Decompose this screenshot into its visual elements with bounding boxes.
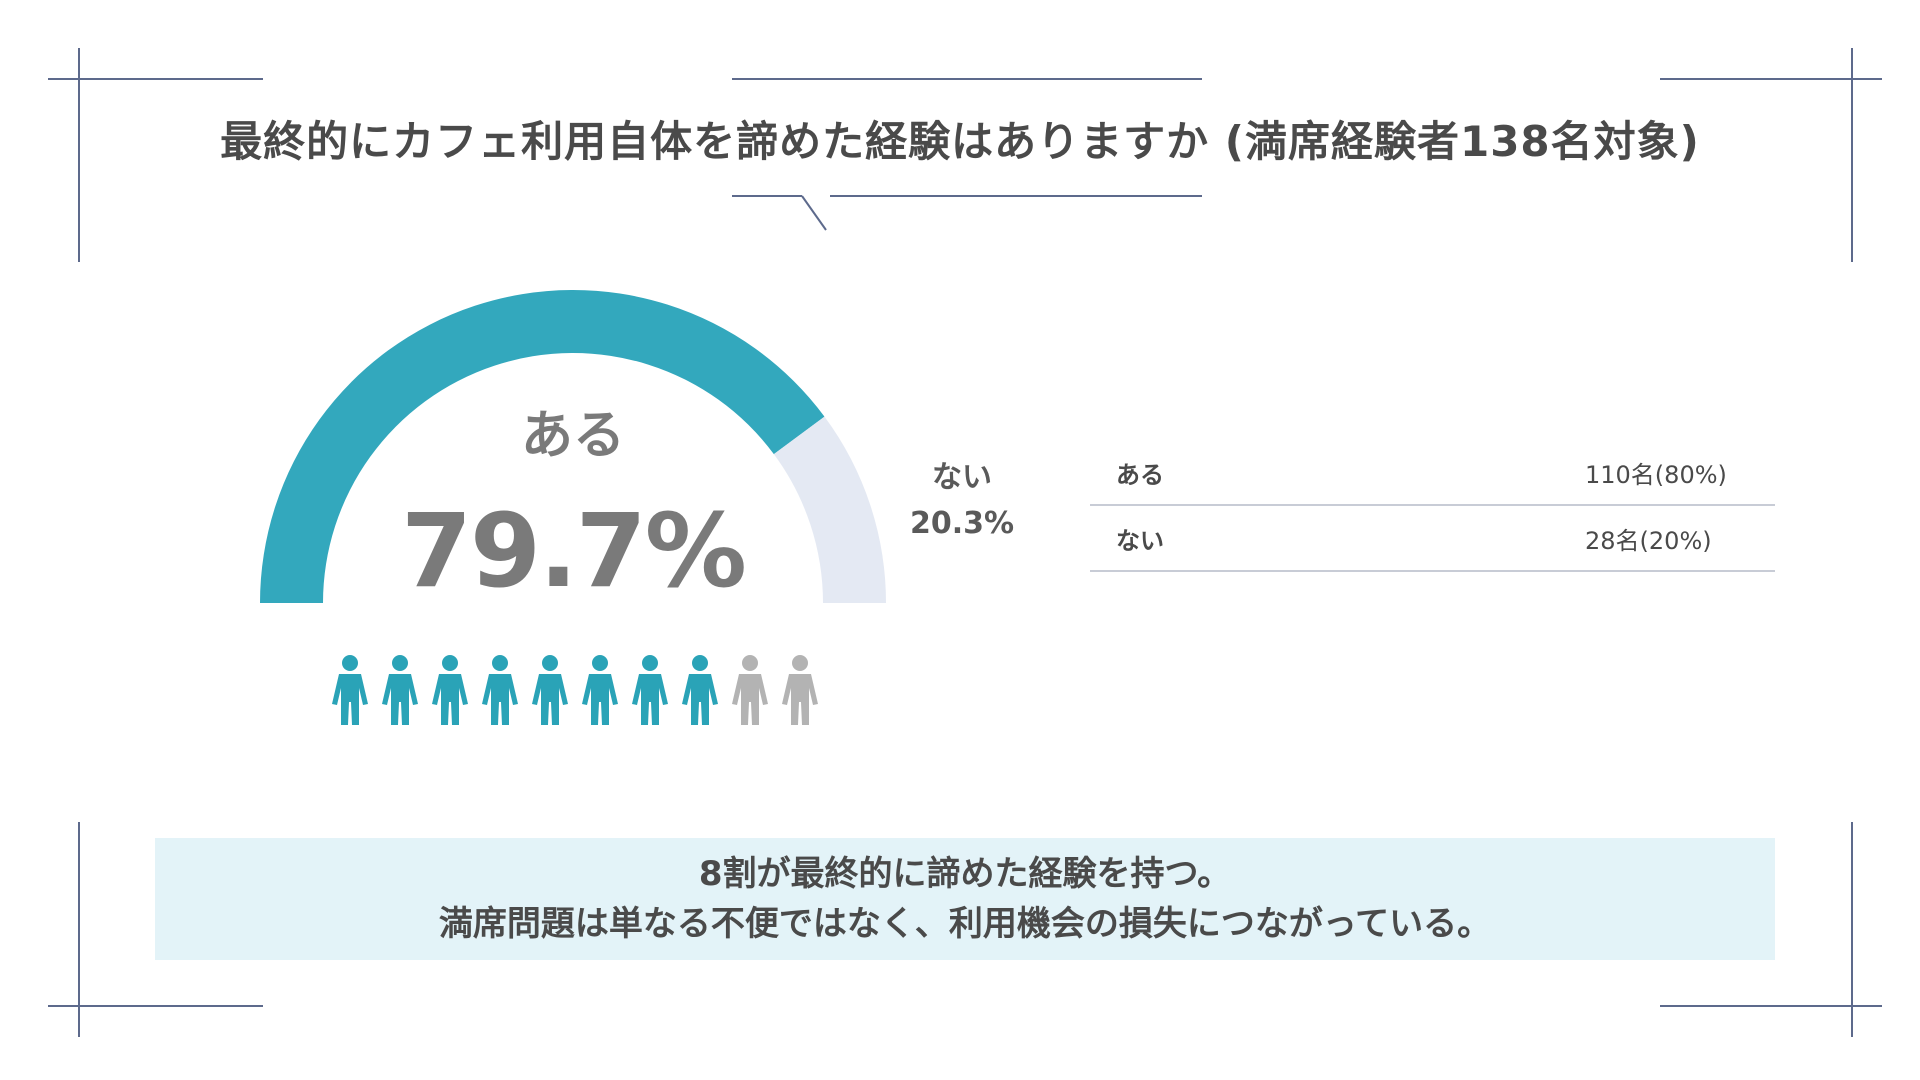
conclusion-line: 8割が最終的に諦めた経験を持つ。 (698, 854, 1232, 894)
person-icon-filled (582, 655, 618, 725)
speech-tail-line (732, 195, 802, 197)
frame-line (48, 1005, 263, 1007)
speech-tail-diagonal (801, 195, 827, 231)
frame-line (1660, 1005, 1882, 1007)
table-cell-label: ない (1116, 526, 1164, 555)
gauge-side-label: ない 20.3% (892, 455, 1032, 547)
person-icon-filled (382, 655, 418, 725)
table-cell-value: 110名(80%) (1585, 460, 1727, 489)
summary-table: ある 110名(80%) ない 28名(20%) (1090, 440, 1775, 572)
person-icon-filled (682, 655, 718, 725)
frame-line (78, 822, 80, 1037)
side-label-text: ない (932, 460, 992, 495)
table-cell-value: 28名(20%) (1585, 526, 1712, 555)
person-icon-empty (782, 655, 818, 725)
table-row: ある 110名(80%) (1090, 440, 1775, 506)
side-label-value: 20.3% (909, 506, 1015, 541)
frame-line (78, 48, 80, 262)
gauge-center-value: 79.7% (401, 492, 747, 611)
gauge-segment-nai (773, 416, 886, 603)
person-icon-empty (732, 655, 768, 725)
conclusion-line: 満席問題は単なる不便ではなく、利用機会の損失につながっている。 (438, 904, 1492, 944)
frame-line (732, 78, 1202, 80)
frame-line (1851, 48, 1853, 262)
person-icon-filled (532, 655, 568, 725)
gauge-center-label: ある (520, 406, 625, 466)
frame-line (48, 78, 263, 80)
person-icon-filled (482, 655, 518, 725)
person-icon-filled (632, 655, 668, 725)
person-icon-filled (432, 655, 468, 725)
frame-line (1660, 78, 1882, 80)
table-cell-label: ある (1116, 460, 1164, 489)
page-title: 最終的にカフェ利用自体を諦めた経験はありますか (満席経験者138名対象) (220, 117, 1700, 166)
person-icon-filled (332, 655, 368, 725)
speech-tail-line (830, 195, 1202, 197)
table-row: ない 28名(20%) (1090, 506, 1775, 572)
frame-line (1851, 822, 1853, 1037)
conclusion-box: 8割が最終的に諦めた経験を持つ。 満席問題は単なる不便ではなく、利用機会の損失に… (155, 838, 1775, 960)
